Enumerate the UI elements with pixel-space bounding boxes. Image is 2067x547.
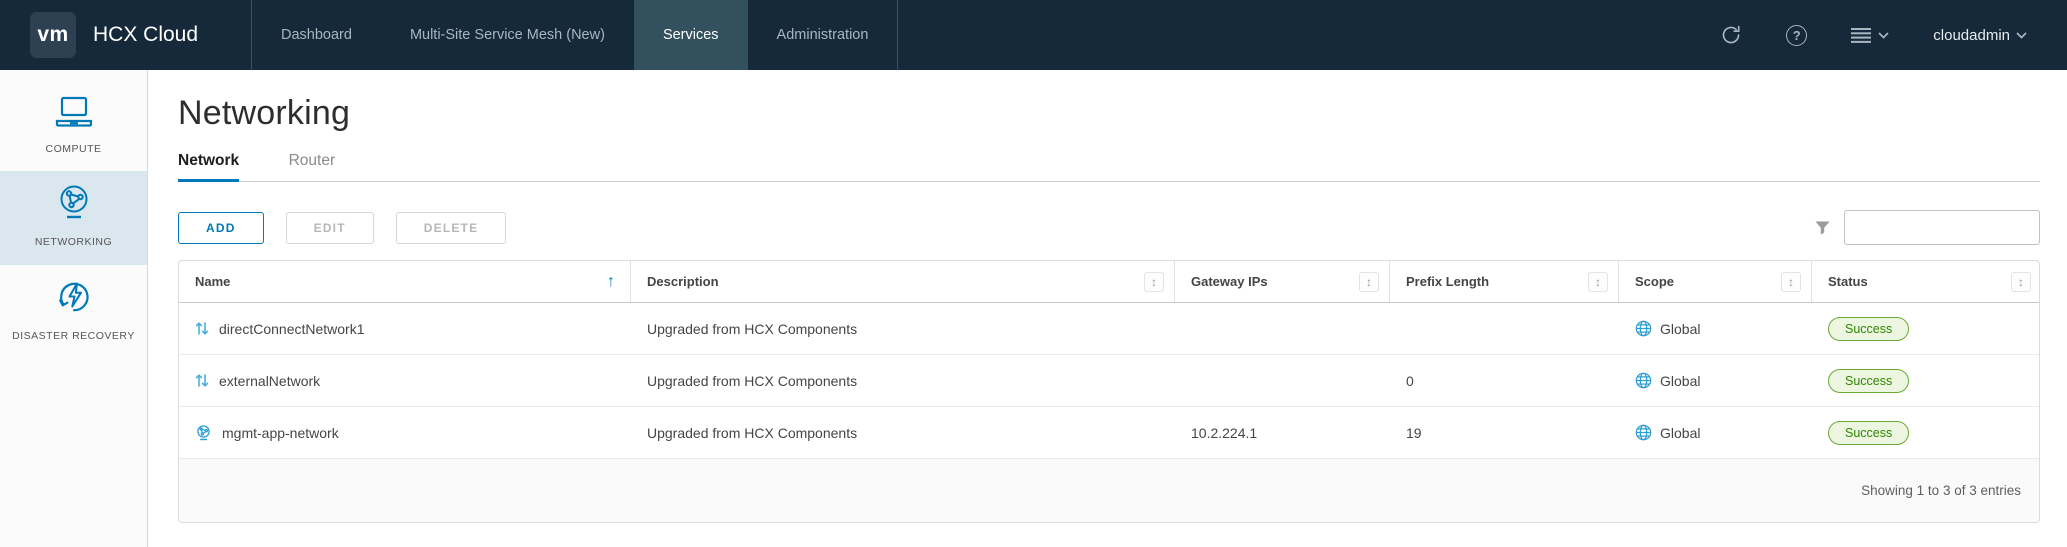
primary-nav: Dashboard Multi-Site Service Mesh (New) … — [252, 0, 899, 70]
column-header-prefix-length[interactable]: Prefix Length ↕ — [1390, 261, 1619, 302]
updown-arrows-icon — [195, 372, 209, 389]
cell-status: Success — [1812, 303, 2039, 354]
cell-gateway-ips: 10.2.224.1 — [1191, 424, 1258, 441]
sub-tabs: Network Router — [178, 152, 2040, 182]
network-globe-icon — [195, 424, 212, 442]
username: cloudadmin — [1933, 26, 2010, 44]
filter-funnel-icon[interactable] — [1815, 221, 1830, 235]
app-title: HCX Cloud — [93, 23, 199, 46]
status-badge: Success — [1828, 420, 1910, 445]
scope-value: Global — [1660, 372, 1701, 389]
table-row[interactable]: directConnectNetwork1 Upgraded from HCX … — [179, 303, 2039, 355]
nav-divider — [897, 0, 899, 70]
cell-status: Success — [1812, 355, 2039, 406]
column-header-status[interactable]: Status ↕ — [1812, 261, 2039, 302]
sidebar-item-label: DISASTER RECOVERY — [12, 329, 135, 342]
networking-globe-icon — [54, 184, 94, 222]
nav-tab-administration[interactable]: Administration — [776, 27, 869, 43]
sort-icon[interactable]: ↕ — [1359, 271, 1379, 292]
tab-network[interactable]: Network — [178, 152, 240, 182]
cell-scope: Global — [1619, 303, 1812, 354]
left-sidebar: COMPUTE NETWORKING DISASTER RECOV — [0, 70, 148, 547]
nav-tab-services[interactable]: Services — [633, 0, 748, 70]
compute-laptop-icon — [54, 95, 94, 129]
chevron-down-icon — [1878, 31, 1889, 39]
filter-input[interactable] — [1844, 210, 2040, 245]
cell-scope: Global — [1619, 355, 1812, 406]
vmware-logo[interactable]: vm — [30, 12, 76, 58]
status-badge: Success — [1828, 316, 1910, 341]
brand: vm HCX Cloud — [0, 0, 252, 70]
table-row[interactable]: externalNetwork Upgraded from HCX Compon… — [179, 355, 2039, 407]
updown-arrows-icon — [195, 320, 209, 337]
chevron-down-icon — [2016, 31, 2027, 39]
add-button[interactable]: ADD — [178, 211, 264, 244]
tab-router[interactable]: Router — [288, 152, 336, 169]
cell-name: mgmt-app-network — [179, 407, 631, 458]
cell-description: Upgraded from HCX Components — [647, 424, 858, 441]
sort-icon[interactable]: ↕ — [1781, 271, 1801, 292]
column-header-description[interactable]: Description ↕ — [631, 261, 1175, 302]
scope-value: Global — [1660, 320, 1701, 337]
sort-icon[interactable]: ↕ — [1144, 271, 1164, 292]
table-footer: Showing 1 to 3 of 3 entries — [179, 459, 2039, 522]
cell-prefix-length: 19 — [1406, 424, 1422, 441]
toolbar: ADD EDIT DELETE — [178, 210, 2040, 245]
network-name: externalNetwork — [219, 372, 321, 389]
network-name: directConnectNetwork1 — [219, 320, 365, 337]
delete-button[interactable]: DELETE — [395, 211, 507, 244]
nav-tab-multi-site-service-mesh[interactable]: Multi-Site Service Mesh (New) — [409, 27, 605, 43]
column-header-gateway-ips[interactable]: Gateway IPs ↕ — [1175, 261, 1390, 302]
cell-status: Success — [1812, 407, 2039, 458]
user-menu[interactable]: cloudadmin — [1933, 27, 2027, 44]
cell-gateway-ips — [1175, 303, 1390, 354]
scope-value: Global — [1660, 424, 1701, 441]
vmware-logo-text: vm — [37, 23, 69, 46]
networks-table: Name ↑ Description ↕ Gateway IPs ↕ Prefi… — [178, 260, 2040, 523]
sidebar-item-networking[interactable]: NETWORKING — [0, 171, 147, 265]
top-navigation-bar: vm HCX Cloud Dashboard Multi-Site Servic… — [0, 0, 2067, 70]
network-name: mgmt-app-network — [222, 424, 339, 441]
cell-name: directConnectNetwork1 — [179, 303, 631, 354]
entries-count: Showing 1 to 3 of 3 entries — [1861, 483, 2021, 498]
page-title: Networking — [178, 94, 351, 132]
sort-ascending-icon[interactable]: ↑ — [607, 272, 615, 290]
column-header-name[interactable]: Name ↑ — [179, 261, 631, 302]
sort-icon[interactable]: ↕ — [1588, 271, 1608, 292]
cell-gateway-ips — [1175, 355, 1390, 406]
status-badge: Success — [1828, 368, 1910, 393]
disaster-recovery-icon — [54, 278, 94, 316]
table-header-row: Name ↑ Description ↕ Gateway IPs ↕ Prefi… — [179, 261, 2039, 303]
sidebar-item-label: NETWORKING — [34, 236, 113, 249]
nav-tab-dashboard[interactable]: Dashboard — [281, 27, 352, 43]
globe-icon — [1635, 320, 1652, 337]
nav-actions: ? cloudadmin — [1720, 0, 2067, 70]
sort-icon[interactable]: ↕ — [2011, 271, 2031, 292]
cell-name: externalNetwork — [179, 355, 631, 406]
list-menu-icon[interactable] — [1851, 27, 1889, 43]
globe-icon — [1635, 372, 1652, 389]
main-content: Networking Network Router ADD EDIT DELET… — [148, 70, 2067, 523]
help-glyph: ? — [1792, 27, 1801, 43]
cell-scope: Global — [1619, 407, 1812, 458]
cell-description: Upgraded from HCX Components — [647, 320, 858, 337]
table-row[interactable]: mgmt-app-network Upgraded from HCX Compo… — [179, 407, 2039, 459]
sidebar-item-compute[interactable]: COMPUTE — [0, 82, 147, 171]
column-header-scope[interactable]: Scope ↕ — [1619, 261, 1812, 302]
cell-description: Upgraded from HCX Components — [647, 372, 858, 389]
cell-prefix-length: 0 — [1406, 372, 1414, 389]
cell-prefix-length — [1390, 303, 1619, 354]
help-icon[interactable]: ? — [1786, 24, 1808, 46]
sidebar-item-label: COMPUTE — [45, 143, 102, 155]
edit-button[interactable]: EDIT — [285, 211, 374, 244]
sidebar-item-disaster-recovery[interactable]: DISASTER RECOVERY — [0, 265, 147, 358]
refresh-icon[interactable] — [1720, 24, 1742, 46]
globe-icon — [1635, 424, 1652, 441]
